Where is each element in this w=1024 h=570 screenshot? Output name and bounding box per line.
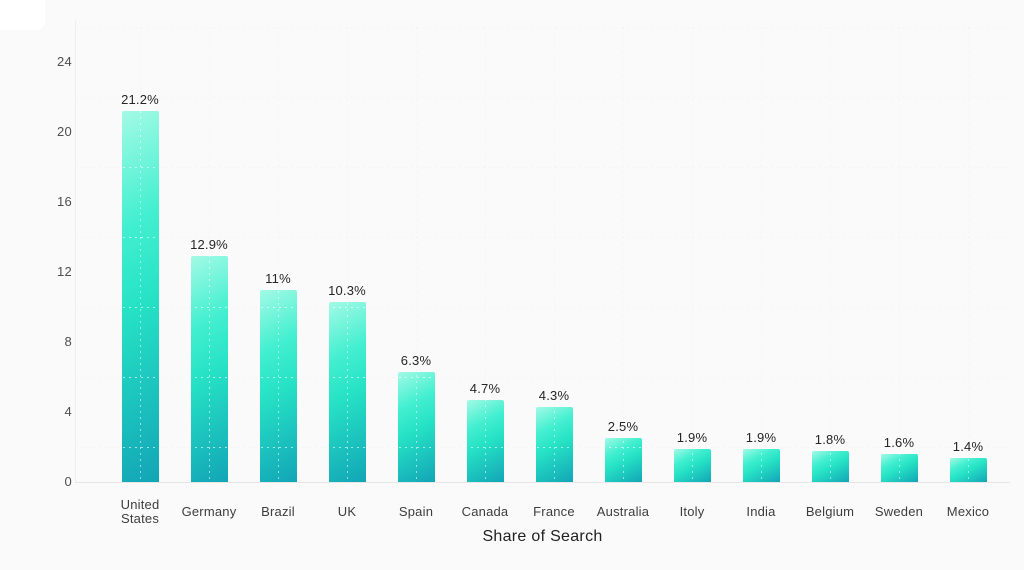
v-gridline-overlay [761,27,762,482]
h-gridline-overlay [75,27,1010,28]
h-gridline-overlay [75,377,1010,378]
x-tick-label: Canada [461,504,509,519]
x-tick-label: Australia [596,504,650,519]
v-gridline-overlay [554,27,555,482]
y-tick-label: 20 [56,124,72,139]
bar-value-label: 11% [265,270,291,286]
v-gridline-overlay [347,27,348,482]
v-gridline-overlay [899,27,900,482]
bar-value-label: 4.7% [469,380,501,396]
bar-value-label: 10.3% [328,282,366,298]
y-tick-label: 0 [64,474,72,489]
x-tick-label: India [746,504,776,519]
bar-value-label: 1.8% [814,431,846,447]
y-tick-label: 8 [64,334,72,349]
x-tick-label: France [533,504,575,519]
bar-value-label: 1.6% [883,435,915,450]
bar-value-label: 4.3% [538,387,570,403]
v-gridline-overlay [623,27,624,482]
x-axis-baseline [75,482,1010,483]
y-tick-label: 4 [64,404,72,419]
y-tick-label: 16 [56,194,72,209]
h-gridline-overlay [75,167,1010,168]
h-gridline-overlay [75,97,1010,98]
x-axis-title: Share of Search [482,528,603,545]
v-gridline-overlay [416,27,417,482]
x-tick-label: Mexico [946,504,990,519]
x-tick-label: UK [337,504,357,519]
v-gridline-overlay [278,27,279,482]
bar-value-label: 6.3% [400,352,432,368]
v-gridline-overlay [830,27,831,482]
y-axis-line [75,21,76,482]
v-gridline-overlay [209,27,210,482]
v-gridline-overlay [485,27,486,482]
x-tick-label: Germany [181,504,237,519]
x-tick-label: Sweden [874,504,924,519]
corner-card [0,0,45,30]
v-gridline-overlay [968,27,969,482]
x-tick-label: Itoly [679,504,705,519]
h-gridline-overlay [75,307,1010,308]
x-tick-label: United States [120,497,160,526]
h-gridline-overlay [75,237,1010,238]
bar-value-label: 1.9% [745,429,777,445]
v-gridline-overlay [692,27,693,482]
bar-value-label: 2.5% [607,419,639,435]
h-gridline-overlay [75,447,1010,448]
y-tick-label: 12 [56,264,72,279]
bar-value-label: 1.4% [952,438,984,454]
v-gridline-overlay [140,27,141,482]
bar-value-label: 12.9% [190,237,228,253]
y-tick-label: 24 [56,54,72,69]
x-tick-label: Belgium [805,504,855,519]
x-tick-label: Brazil [261,504,295,519]
bar-value-label: 1.9% [676,429,708,445]
x-tick-label: Spain [398,504,434,519]
bar-value-label: 21.2% [121,92,159,107]
